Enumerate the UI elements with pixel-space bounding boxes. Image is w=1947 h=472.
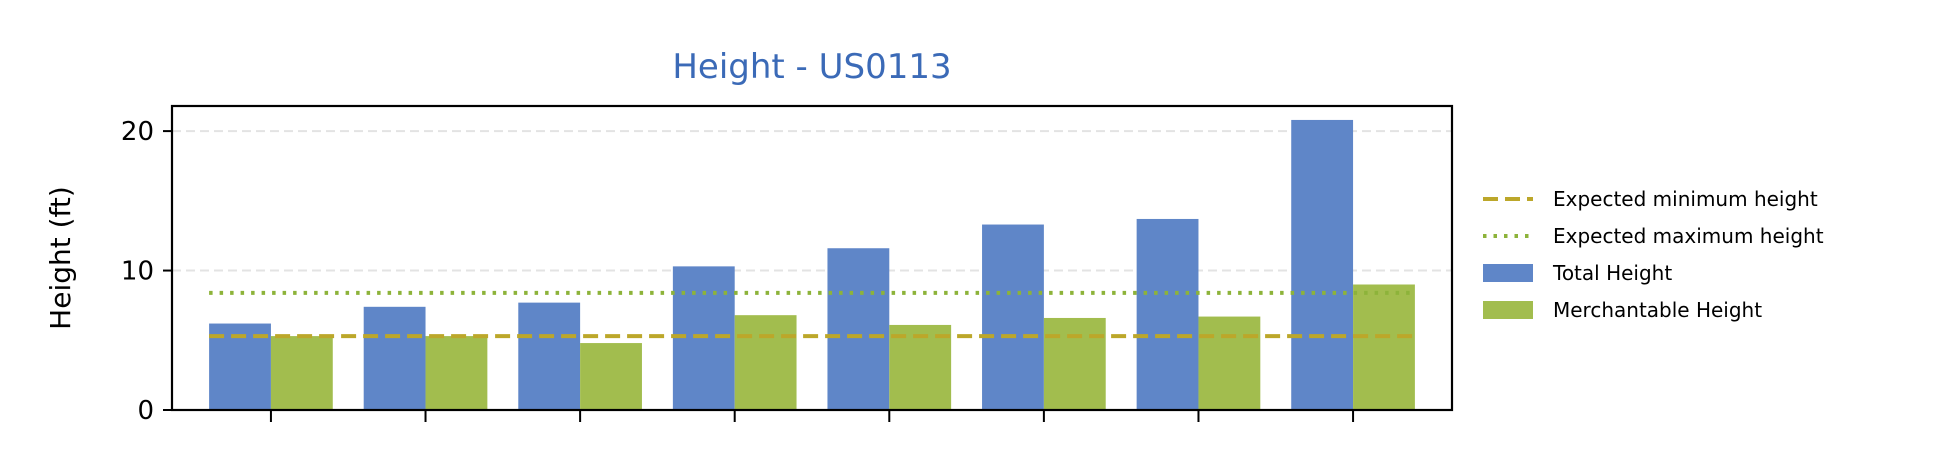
bar-total-height xyxy=(1136,218,1199,410)
bar-merchantable-height xyxy=(1353,284,1415,410)
legend-merchantable-height-swatch xyxy=(1483,301,1533,319)
legend-expected-maximum-label: Expected maximum height xyxy=(1553,224,1824,248)
bar-merchantable-height xyxy=(1043,317,1106,410)
bar-merchantable-height xyxy=(734,315,797,410)
y-axis: 0 10 20 xyxy=(121,117,172,426)
chart-title: Height - US0113 xyxy=(672,47,951,87)
bar-total-height xyxy=(518,302,581,410)
bar-merchantable-height xyxy=(889,324,952,410)
plot-area-frame xyxy=(170,104,1454,412)
legend-expected-minimum-label: Expected minimum height xyxy=(1553,187,1818,211)
reference-lines xyxy=(209,290,1415,339)
y-axis-label: Height (ft) xyxy=(44,186,77,330)
x-axis xyxy=(269,410,1355,422)
bar-merchantable-height xyxy=(580,343,642,410)
bar-merchantable-height xyxy=(425,336,488,410)
legend-total-height-swatch xyxy=(1483,264,1533,282)
y-tick-label: 0 xyxy=(137,396,154,426)
y-tick-label: 10 xyxy=(121,257,154,287)
bar-total-height xyxy=(363,306,426,410)
bar-total-height xyxy=(672,266,735,410)
bar-total-height xyxy=(827,248,890,410)
bar-total-height xyxy=(1291,119,1354,411)
bar-merchantable-height xyxy=(270,336,333,410)
bars xyxy=(209,119,1415,411)
bar-merchantable-height xyxy=(1198,316,1261,410)
legend-total-height-label: Total Height xyxy=(1552,261,1672,285)
legend-merchantable-height-label: Merchantable Height xyxy=(1553,298,1762,322)
grid-lines xyxy=(172,130,1452,272)
legend: Expected minimum height Expected maximum … xyxy=(1483,187,1824,322)
y-tick-label: 20 xyxy=(121,117,154,147)
bar-total-height xyxy=(982,224,1044,410)
